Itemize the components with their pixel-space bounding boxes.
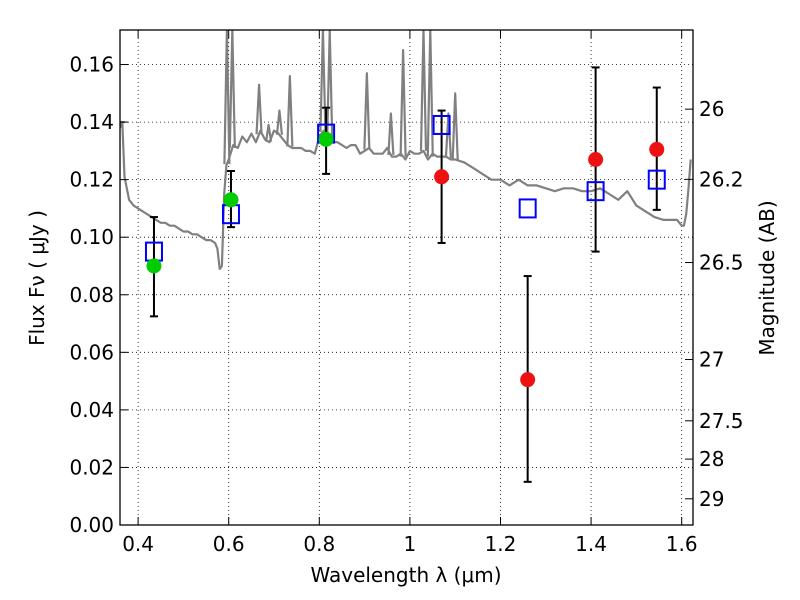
right-tick-label: 26.5 <box>699 251 744 275</box>
spectrum-emission-line <box>326 30 334 139</box>
right-tick-label: 26 <box>699 97 724 121</box>
y-tick-label: 0.04 <box>69 398 114 422</box>
spectrum-emission-line <box>399 49 407 157</box>
x-tick-label: 1.2 <box>485 532 517 556</box>
spectrum-emission-line <box>419 30 428 151</box>
right-tick-label: 29 <box>699 487 724 511</box>
y-tick-label: 0.02 <box>69 455 114 479</box>
y-tick-label: 0.08 <box>69 283 114 307</box>
x-tick-label: 1 <box>404 532 417 556</box>
spectrum-emission-line <box>228 30 236 149</box>
spectrum-emission-line <box>451 92 459 160</box>
plot-frame <box>119 29 694 526</box>
model-photometry-square <box>586 181 605 202</box>
model-photometry-square <box>647 169 666 190</box>
y-tick-label: 0.16 <box>69 53 114 77</box>
y-tick-label: 0.12 <box>69 168 114 192</box>
spectrum-emission-line <box>275 109 284 135</box>
model-photometry-square <box>518 198 537 219</box>
right-tick-label: 26.2 <box>699 167 744 191</box>
grid <box>120 30 693 526</box>
observed-point-green <box>318 131 334 147</box>
x-axis-label: Wavelength λ (μm) <box>310 563 501 587</box>
marker-layer <box>144 66 666 483</box>
x-tick-label: 1.6 <box>666 532 698 556</box>
spectrum-layer <box>120 30 692 270</box>
spectrum-emission-line <box>319 30 327 132</box>
y-axis-label: Flux Fν ( μJy ) <box>25 210 49 346</box>
model-photometry-square <box>432 114 451 135</box>
spectrum-emission-line <box>264 123 273 142</box>
y-tick-label: 0.00 <box>69 513 114 537</box>
observed-point-red <box>588 152 604 168</box>
right-tick-label: 27.5 <box>699 409 744 433</box>
observed-point-green <box>146 258 162 274</box>
tick-layer: 0.4 0.6 0.8 1 1.2 1.4 1.6 0.00 0.02 0.04 0.06 0.08 0… <box>69 30 744 556</box>
observed-point-red <box>520 372 536 388</box>
spectrum-emission-line <box>223 30 231 165</box>
observed-point-red <box>649 141 665 157</box>
right-tick-label: 27 <box>699 348 724 372</box>
spectrum-emission-line <box>363 72 371 150</box>
y-tick-label: 0.06 <box>69 340 114 364</box>
observed-point-red <box>434 169 450 185</box>
spectrum-emission-line <box>286 74 294 147</box>
x-tick-label: 0.4 <box>122 532 154 556</box>
y-tick-label: 0.10 <box>69 225 114 249</box>
spectrum-emission-line <box>426 30 434 157</box>
spectrum-emission-line <box>387 112 395 155</box>
spectrum-line <box>120 120 692 270</box>
x-tick-label: 0.8 <box>303 532 335 556</box>
spectrum-emission-line <box>444 112 452 159</box>
x-tick-label: 1.4 <box>575 532 607 556</box>
x-tick-label: 0.6 <box>213 532 245 556</box>
spectrum-emission-line <box>255 83 263 135</box>
observed-point-green <box>223 192 239 208</box>
right-tick-label: 28 <box>699 447 724 471</box>
right-axis-label: Magnitude (AB) <box>755 200 779 355</box>
y-tick-label: 0.14 <box>69 110 114 134</box>
